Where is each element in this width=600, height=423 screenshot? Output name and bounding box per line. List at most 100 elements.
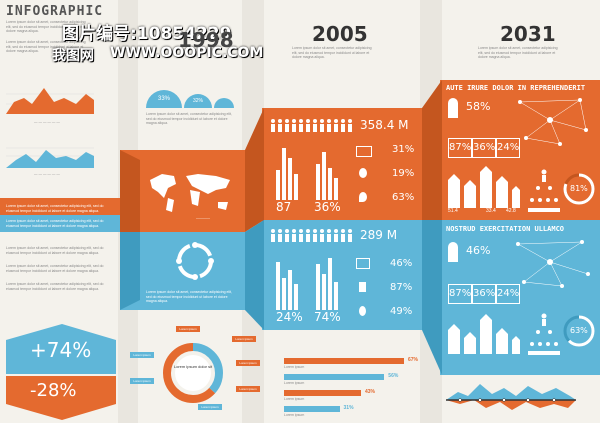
people-pyramid-top <box>528 169 560 212</box>
lightbulb-icon <box>359 168 367 178</box>
stat-box-top-2: 36% <box>472 138 496 158</box>
circle-gauge-bottom-label: 63% <box>570 326 588 335</box>
donut-chart <box>163 343 223 403</box>
big-pct-bottom: -28% <box>30 380 77 401</box>
laptop-icon <box>356 146 372 157</box>
person-pct-top: 58% <box>466 100 491 113</box>
area-chart-bottom <box>6 147 94 168</box>
chart-caption-top: — — — — — — <box>34 120 60 124</box>
semicircle-stats <box>146 90 234 108</box>
small-val-top-3: 42.8 <box>506 208 516 214</box>
people-row-top <box>271 119 352 132</box>
icon-stat-bottom-1: 46% <box>390 258 413 269</box>
icon-stat-top-2: 19% <box>392 168 415 179</box>
bar-pct-bottom-2: 74% <box>314 310 341 324</box>
person-icon-top <box>448 98 458 118</box>
hbar-value-1: 67% <box>408 357 419 363</box>
donut-center-label: Lorem ipsum dolor sit <box>173 364 213 369</box>
donut-legend-1: Lorem ipsum <box>176 326 200 332</box>
icon-stat-bottom-3: 49% <box>390 306 413 317</box>
year-2005: 2005 <box>312 22 368 46</box>
col4-header-text: Lorem ipsum dolor sit amet, consectetur … <box>478 46 558 59</box>
mountain-chart <box>446 384 576 410</box>
fuel-icon <box>359 282 366 292</box>
donut-legend-2: Lorem ipsum <box>232 336 256 342</box>
person-pct-bottom: 46% <box>466 244 491 257</box>
hbar-label-3: Lorem ipsum <box>284 397 305 401</box>
big-pct-top: +74% <box>30 338 92 362</box>
stat-box-top-3: 24% <box>496 138 520 158</box>
icon-stat-bottom-2: 87% <box>390 282 413 293</box>
hbar-label-1: Lorem ipsum <box>284 365 305 369</box>
stat-box-bottom-3: 24% <box>496 284 520 304</box>
network-graph-bottom <box>516 240 590 288</box>
stat-box-bottom-2: 36% <box>472 284 496 304</box>
circle-gauge-bottom <box>563 315 595 347</box>
hbar-label-2: Lorem ipsum <box>284 381 305 385</box>
bar-group-bottom <box>276 258 338 310</box>
col1-paragraph-1: Lorem ipsum dolor sit amet, consectetur … <box>6 246 104 255</box>
col2-text: Lorem ipsum dolor sit amet, consectetur … <box>146 112 232 125</box>
chart-caption-bottom: — — — — — — <box>34 172 60 176</box>
donut-legend-7: Lorem ipsum <box>198 404 222 410</box>
col1-paragraph-3: Lorem ipsum dolor sit amet, consectetur … <box>6 282 104 291</box>
icon-stat-top-3: 63% <box>392 192 415 203</box>
cycle-diagram <box>176 242 214 280</box>
bar-pct-top-2: 36% <box>314 200 341 214</box>
circle-gauge-top-label: 81% <box>570 184 588 193</box>
header-text: Lorem ipsum dolor sit amet, consectetur … <box>6 20 86 33</box>
map-caption: ———— <box>196 216 210 220</box>
bar-group-top <box>276 148 338 200</box>
icon-stat-top-1: 31% <box>392 144 415 155</box>
hbar-3 <box>284 390 361 396</box>
hbar-label-4: Lorem ipsum <box>284 413 305 417</box>
small-val-top-1: 51.4 <box>448 208 458 214</box>
bar-pct-bottom-1: 24% <box>276 310 303 324</box>
header-text-2: Lorem ipsum dolor sit amet, consectetur … <box>6 40 86 53</box>
bar-pct-top-1: 87 <box>276 200 292 214</box>
big-pct-shapes <box>6 324 116 420</box>
people-pyramid-bottom <box>528 313 560 355</box>
house-bars-bottom <box>448 314 520 354</box>
hbar-value-2: 56% <box>388 373 399 379</box>
hbar-value-4: 31% <box>343 405 354 411</box>
semicircle-label-1: 33% <box>158 96 171 102</box>
col1-band-text-2: Lorem ipsum dolor sit amet, consectetur … <box>6 219 104 228</box>
person-icon-bottom <box>448 242 458 262</box>
hbar-1 <box>284 358 404 364</box>
network-graph-top <box>518 98 588 146</box>
small-val-top-2: 33.4 <box>486 208 496 214</box>
watermark-line-2: 我图网 <box>52 48 94 64</box>
bulb-icon <box>359 306 366 316</box>
donut-legend-3: Lorem ipsum <box>130 352 154 358</box>
year-2031: 2031 <box>500 22 556 46</box>
donut-legend-6: Lorem ipsum <box>236 386 260 392</box>
col4-heading-bottom: NOSTRUD EXERCITATION ULLAMCO <box>446 225 565 233</box>
col4-heading-top: AUTE IRURE DOLOR IN REPREHENDERIT <box>446 84 586 92</box>
watermark-line-1: 图片编号:10854229 <box>62 24 232 44</box>
drop-icon <box>359 192 367 202</box>
circle-gauge-top <box>563 173 595 205</box>
world-map-icon <box>150 174 230 212</box>
donut-legend-4: Lorem ipsum <box>236 360 260 366</box>
stat-box-top-1: 87% <box>448 138 472 158</box>
area-chart-top <box>6 88 94 114</box>
donut-legend-5: Lorem ipsum <box>130 378 154 384</box>
people-row-bottom <box>271 229 352 242</box>
watermark-url: WWW.OOOPIC.COM <box>110 45 264 61</box>
year-1998: 1998 <box>178 28 234 52</box>
hbar-value-3: 43% <box>365 389 376 395</box>
population-top: 358.4 M <box>360 118 409 132</box>
cycle-text: Lorem ipsum dolor sit amet, consectetur … <box>146 290 232 303</box>
hbar-2 <box>284 374 385 380</box>
hbar-4 <box>284 406 340 412</box>
population-bottom: 289 M <box>360 228 398 242</box>
stat-box-bottom-1: 87% <box>448 284 472 304</box>
col3-header-text: Lorem ipsum dolor sit amet, consectetur … <box>292 46 372 59</box>
house-bars-top <box>448 166 520 208</box>
col1-band-text-1: Lorem ipsum dolor sit amet, consectetur … <box>6 204 104 213</box>
tv-icon <box>356 258 370 269</box>
infographic-title: INFOGRAPHIC <box>6 4 104 19</box>
col1-paragraph-2: Lorem ipsum dolor sit amet, consectetur … <box>6 264 104 273</box>
semicircle-label-2: 32% <box>193 98 204 104</box>
